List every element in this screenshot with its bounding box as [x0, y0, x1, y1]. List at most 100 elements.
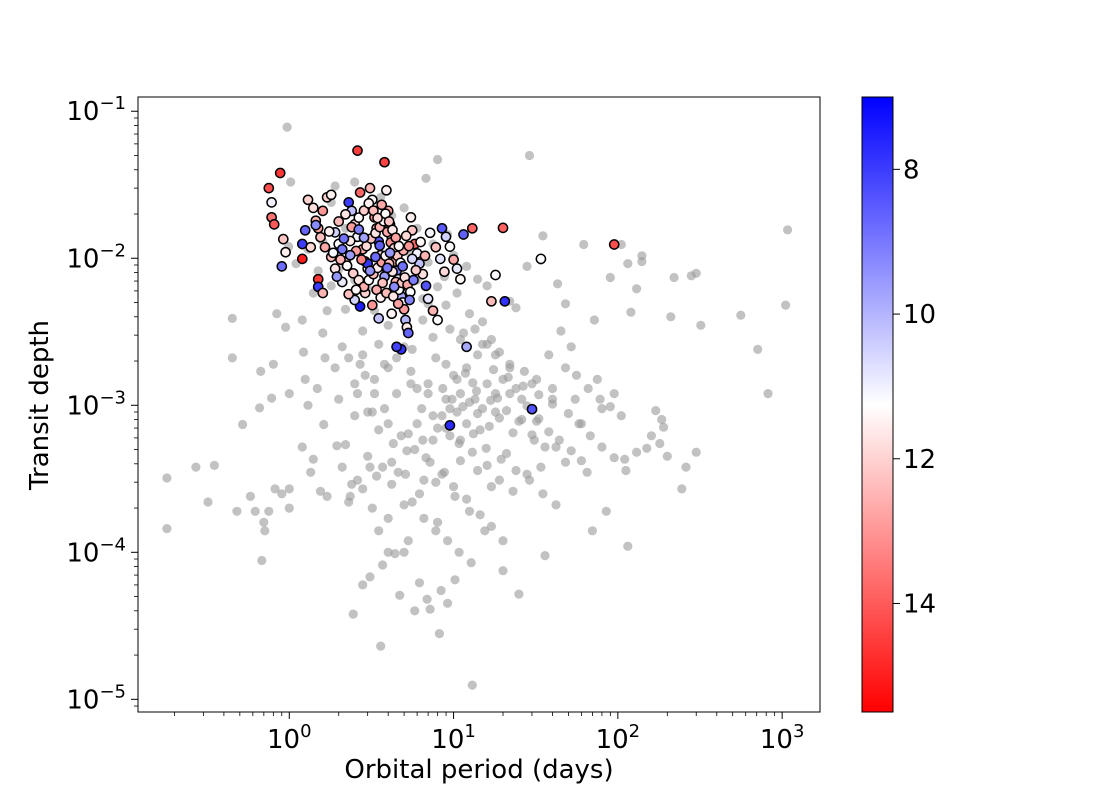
background-point — [319, 419, 329, 430]
highlighted-point — [415, 236, 426, 248]
background-point — [514, 589, 524, 599]
background-point — [250, 506, 260, 516]
background-point — [454, 438, 464, 449]
background-point — [753, 344, 763, 354]
background-point — [322, 491, 332, 501]
highlighted-point — [374, 240, 386, 251]
background-point — [605, 402, 615, 412]
highlighted-point — [490, 269, 501, 281]
highlighted-point — [310, 219, 322, 231]
background-point — [736, 310, 746, 320]
background-point — [475, 425, 485, 435]
background-point — [481, 443, 491, 453]
background-point — [360, 370, 370, 380]
background-point — [350, 177, 360, 187]
background-point — [270, 484, 280, 494]
background-point — [348, 609, 358, 619]
background-point — [374, 526, 384, 536]
background-point — [423, 389, 433, 399]
background-point — [257, 555, 267, 566]
background-point — [464, 309, 475, 319]
background-point — [691, 268, 701, 278]
background-point — [475, 510, 485, 520]
highlighted-point — [317, 287, 329, 299]
background-point — [470, 324, 480, 334]
background-point — [538, 489, 548, 499]
background-point — [344, 497, 354, 507]
x-tick-label: 103 — [760, 721, 805, 755]
background-point — [417, 404, 427, 414]
background-point — [227, 313, 237, 323]
highlighted-point — [402, 327, 414, 339]
y-axis-ticks: 10−5 10−4 10−3 10−2 10−1 — [66, 93, 138, 715]
background-point — [313, 266, 323, 276]
colorbar: 8 10 12 14 — [861, 96, 936, 713]
background-point — [462, 261, 472, 271]
background-point — [662, 451, 672, 461]
background-point — [486, 395, 496, 405]
background-point — [421, 173, 431, 183]
background-point — [605, 272, 615, 283]
background-point — [486, 482, 496, 492]
highlighted-point — [376, 199, 388, 211]
background-point — [431, 353, 441, 363]
background-point — [419, 475, 429, 485]
background-point — [281, 322, 291, 332]
background-point — [468, 429, 478, 439]
background-point — [449, 482, 459, 492]
highlighted-point — [325, 189, 337, 201]
background-point — [320, 353, 330, 363]
highlighted-point — [354, 187, 366, 198]
highlighted-point — [448, 254, 459, 265]
background-point — [445, 404, 455, 414]
highlighted-point — [331, 271, 343, 282]
background-point — [209, 460, 219, 470]
highlighted-point — [410, 264, 422, 276]
highlighted-point — [424, 227, 436, 239]
highlighted-point — [440, 231, 452, 243]
highlighted-point — [432, 314, 443, 326]
highlighted-point — [466, 222, 478, 234]
background-point — [566, 342, 576, 352]
background-point — [419, 513, 429, 524]
highlighted-point — [403, 240, 415, 252]
background-point — [482, 281, 492, 291]
background-point — [585, 431, 595, 441]
background-point — [162, 473, 172, 483]
background-point — [437, 411, 447, 421]
background-point — [358, 350, 368, 360]
background-point — [256, 366, 266, 376]
background-point — [473, 465, 483, 476]
highlighted-point — [277, 233, 289, 245]
background-point — [191, 462, 201, 472]
highlighted-point — [344, 249, 356, 261]
highlighted-point — [408, 274, 419, 286]
background-point — [616, 411, 626, 421]
x-tick-label: 100 — [267, 721, 312, 755]
highlighted-point — [347, 267, 359, 279]
background-point — [620, 454, 630, 464]
background-point — [238, 419, 248, 430]
background-point — [570, 394, 580, 404]
background-point — [518, 381, 528, 391]
colorbar-tick-label: 10 — [903, 300, 936, 330]
background-point — [428, 411, 438, 421]
highlighted-point — [305, 241, 317, 253]
background-point — [372, 471, 382, 481]
highlighted-point — [400, 230, 412, 242]
highlighted-point — [404, 294, 415, 306]
highlighted-point — [299, 224, 311, 236]
background-point — [450, 491, 460, 501]
background-point — [303, 400, 313, 410]
background-point — [609, 453, 619, 463]
background-point — [783, 225, 793, 235]
background-point — [486, 521, 496, 532]
background-point — [538, 231, 548, 241]
background-point — [524, 475, 535, 485]
background-point — [498, 536, 508, 546]
background-point — [433, 517, 443, 527]
highlighted-point — [535, 253, 547, 265]
background-point — [536, 462, 546, 472]
highlighted-point — [406, 253, 418, 265]
background-point — [437, 469, 447, 479]
